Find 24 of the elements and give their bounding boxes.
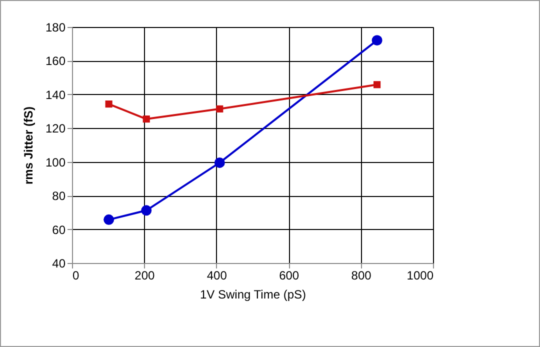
x-tick-label: 800 (351, 268, 372, 282)
point (216, 105, 224, 112)
y-tick-label: 60 (52, 222, 66, 237)
point (214, 157, 225, 168)
x-tick-label: 0 (72, 268, 80, 282)
point (142, 116, 150, 123)
x-tick-label: 1000 (406, 268, 434, 282)
x-axis-title: 1V Swing Time (pS) (200, 288, 306, 302)
y-tick-label: 120 (45, 122, 66, 136)
point (105, 100, 112, 108)
y-tick-label: 160 (45, 54, 66, 68)
y-tick-label: 140 (45, 88, 66, 102)
x-tick-label: 600 (279, 268, 300, 282)
y-axis-title: rms Jitter (fS) (21, 106, 36, 185)
x-tick-label: 400 (206, 268, 228, 282)
y-tick-label: 80 (52, 189, 66, 204)
point (372, 35, 382, 46)
point (141, 205, 152, 216)
y-tick-label: 180 (45, 20, 66, 34)
point (104, 214, 114, 225)
point (374, 81, 381, 88)
y-tick-label: 40 (52, 256, 66, 270)
y-tick-label: 100 (45, 155, 66, 170)
x-tick-label: 200 (134, 268, 156, 282)
